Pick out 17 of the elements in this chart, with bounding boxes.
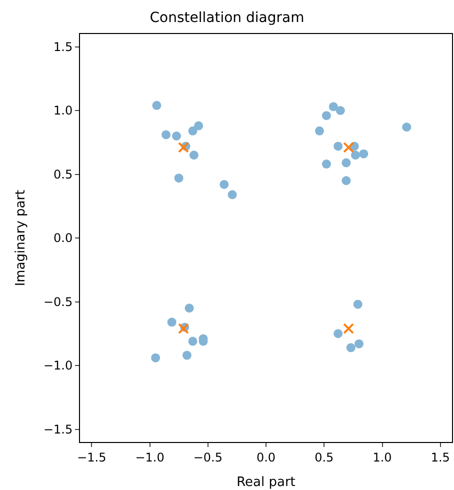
y-axis-title: Imaginary part — [13, 190, 28, 286]
y-tick-label: −1.0 — [43, 358, 73, 373]
x-tick-label: 1.0 — [372, 450, 392, 464]
x-tick-label: 0.0 — [256, 450, 276, 464]
x-tick-label: 0.5 — [314, 450, 334, 464]
y-tick-label: 0.5 — [54, 167, 73, 182]
x-tick-label: −0.5 — [193, 450, 222, 464]
y-tick-label: 0.0 — [54, 231, 73, 246]
x-tick-label: −1.0 — [135, 450, 164, 464]
y-tick-label: 1.0 — [54, 104, 73, 118]
y-tick-label: −0.5 — [43, 294, 73, 309]
y-tick-label: −1.5 — [43, 422, 73, 436]
y-tick-label: 1.5 — [54, 40, 73, 54]
x-tick-label: 1.5 — [430, 450, 450, 464]
x-tick-label: −1.5 — [77, 450, 106, 464]
chart-title: Constellation diagram — [150, 10, 304, 26]
x-axis-title: Real part — [236, 475, 296, 490]
